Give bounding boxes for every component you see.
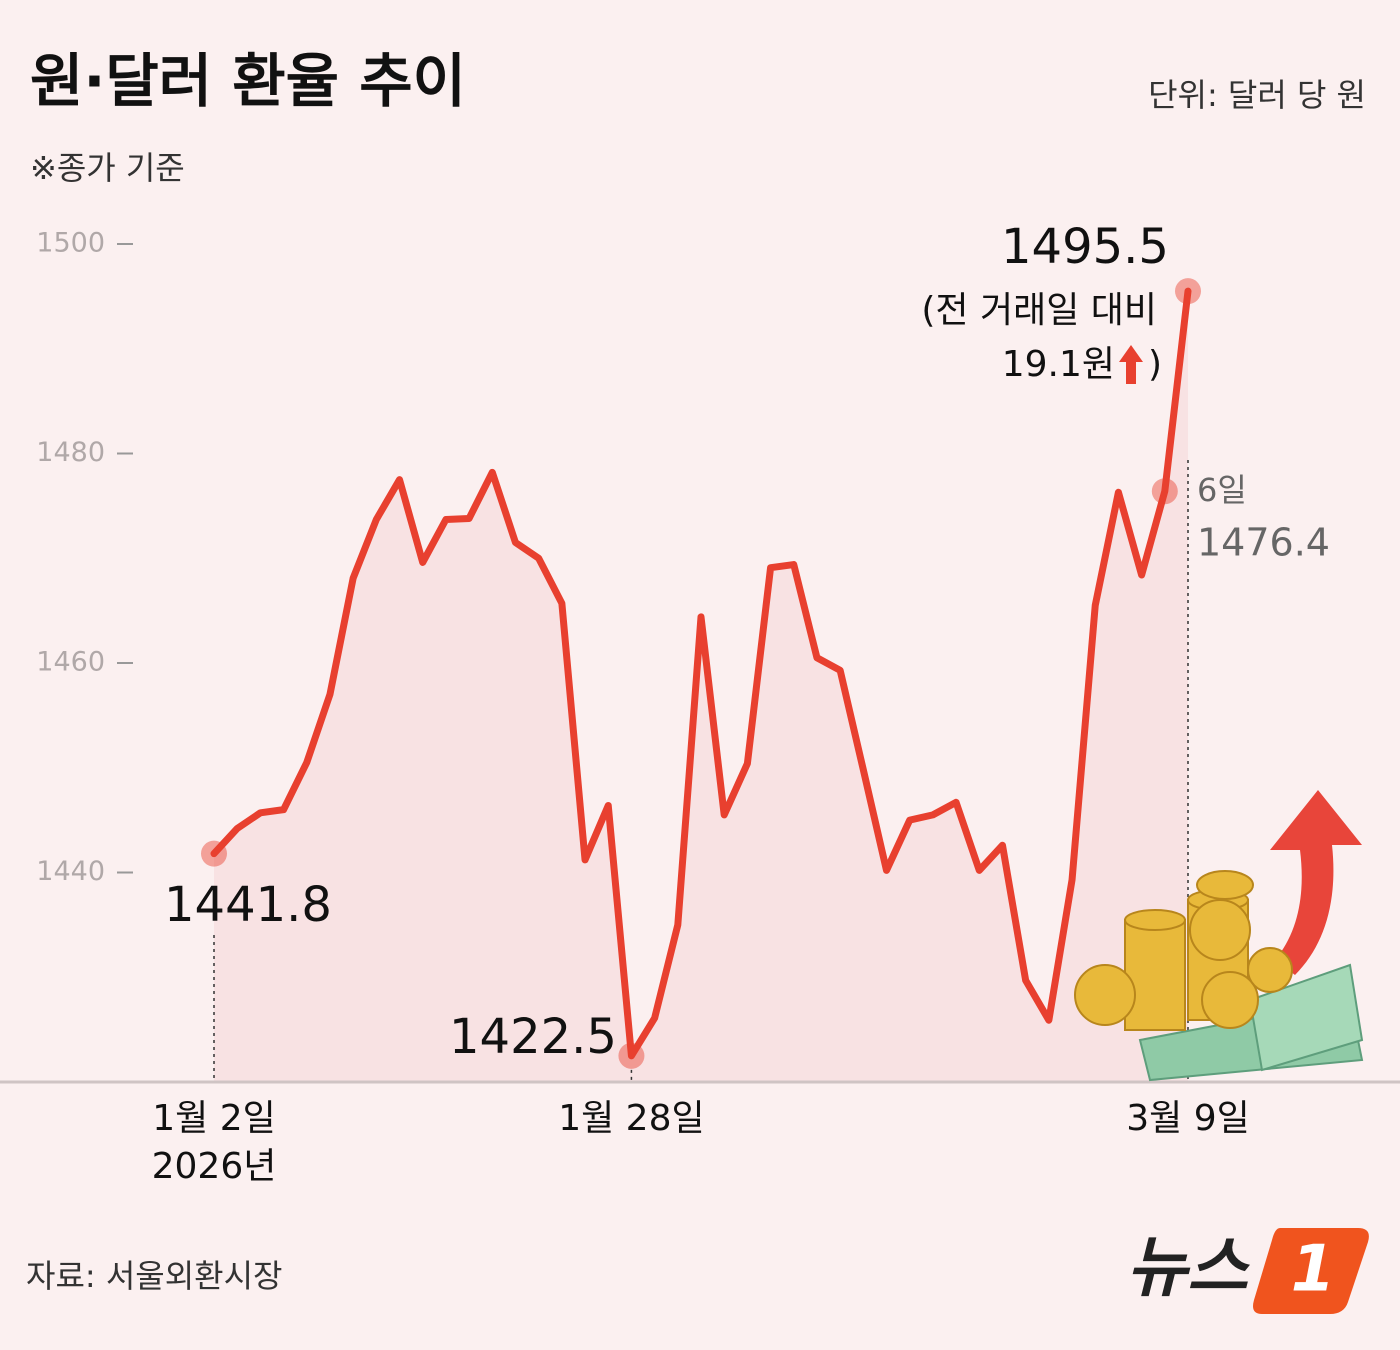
x-tick-label: 1월 2일 xyxy=(152,1098,276,1139)
logo-badge-text: 1 xyxy=(1291,1233,1336,1307)
coins xyxy=(1074,870,1293,1031)
line xyxy=(210,287,1192,1060)
value-label: 1476.4 xyxy=(1197,521,1330,565)
annotation: 6일 xyxy=(1197,471,1247,509)
highlight-point xyxy=(1175,278,1201,305)
highlight-point xyxy=(1151,478,1178,505)
up-arrow xyxy=(1119,345,1143,384)
x-tick-label: 1월 28일 xyxy=(558,1098,704,1139)
y-tick-label: 1460 xyxy=(36,647,105,678)
up-arrow-illustration xyxy=(1270,790,1362,975)
unit-label: 단위: 달러 당 원 xyxy=(1148,76,1366,114)
x-tick-label: 3월 9일 xyxy=(1126,1098,1250,1139)
plot-area: 1440 1460 1480 1500 1월 2일 1월 28일 3월 9일 2026년 144… xyxy=(0,219,1400,1187)
highlight-point xyxy=(201,840,227,867)
y-tick-label: 1440 xyxy=(36,856,105,887)
highlight-point xyxy=(618,1042,645,1069)
year-label: 2026년 xyxy=(152,1146,277,1187)
source: 자료: 서울외환시장 xyxy=(26,1257,282,1295)
annotation: ) xyxy=(1148,344,1162,385)
value-label: 1495.5 xyxy=(1001,219,1169,275)
note: ※종가 기준 xyxy=(30,149,185,187)
annotation: 19.1원 xyxy=(1002,344,1115,385)
logo-badge xyxy=(1253,1228,1369,1314)
value-label: 1422.5 xyxy=(449,1009,617,1065)
chart-title: 원·달러 환율 추이 xyxy=(30,47,466,115)
logo-text: 뉴스 xyxy=(1127,1229,1251,1306)
y-tick-label: 1480 xyxy=(36,437,105,468)
y-tick-label: 1500 xyxy=(36,228,105,259)
logo: 뉴스 1 xyxy=(1127,1228,1369,1314)
money-illustration xyxy=(1074,790,1364,1082)
annotation: (전 거래일 대비 xyxy=(921,290,1157,331)
value-label: 1441.8 xyxy=(164,877,332,933)
area xyxy=(214,291,1188,1082)
